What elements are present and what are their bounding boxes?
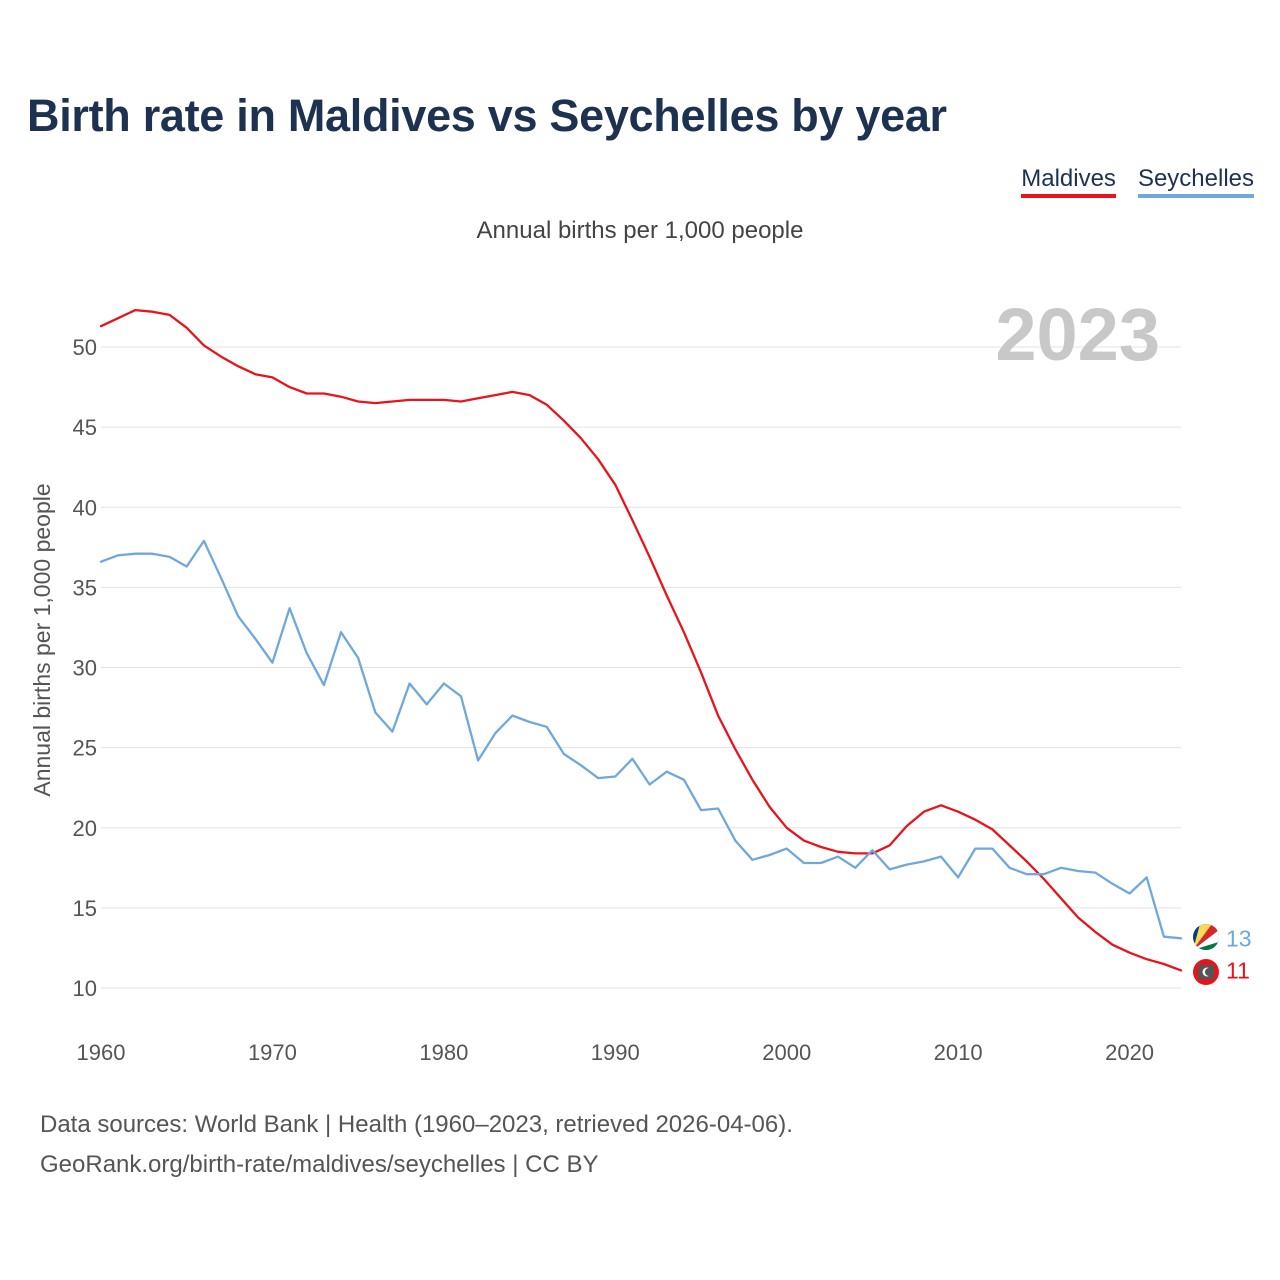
y-tick-label-40: 40 <box>73 495 97 520</box>
y-tick-label-50: 50 <box>73 335 97 360</box>
y-tick-label-15: 15 <box>73 896 97 921</box>
end-label-seychelles: 13 <box>1226 925 1252 951</box>
x-tick-label-2000: 2000 <box>762 1040 811 1065</box>
legend-item-seychelles[interactable]: Seychelles <box>1137 165 1254 198</box>
flag-seychelles-icon <box>1193 924 1219 950</box>
x-tick-label-2020: 2020 <box>1105 1040 1154 1065</box>
footer: Data sources: World Bank | Health (1960–… <box>40 1105 793 1185</box>
flag-maldives-icon <box>1193 959 1219 985</box>
x-tick-label-1990: 1990 <box>591 1040 640 1065</box>
x-tick-label-2010: 2010 <box>934 1040 983 1065</box>
legend: Maldives Seychelles <box>1021 165 1254 198</box>
series-line-seychelles <box>99 539 1183 940</box>
legend-item-maldives[interactable]: Maldives <box>1021 165 1116 198</box>
year-watermark: 2023 <box>995 293 1160 376</box>
y-tick-label-35: 35 <box>73 575 97 600</box>
source-url: GeoRank.org/birth-rate/maldives/seychell… <box>40 1151 599 1178</box>
y-tick-label-25: 25 <box>73 736 97 761</box>
y-axis-label: Annual births per 1,000 people <box>29 483 55 796</box>
y-tick-label-10: 10 <box>73 976 97 1001</box>
end-label-maldives: 11 <box>1226 957 1250 983</box>
y-tick-label-30: 30 <box>73 656 97 681</box>
chart-title: Birth rate in Maldives vs Seychelles by … <box>27 90 947 141</box>
y-tick-label-45: 45 <box>73 415 97 440</box>
x-tick-label-1980: 1980 <box>419 1040 468 1065</box>
x-tick-label-1970: 1970 <box>248 1040 297 1065</box>
x-tick-label-1960: 1960 <box>77 1040 126 1065</box>
chart-subtitle: Annual births per 1,000 people <box>476 217 804 244</box>
y-tick-label-20: 20 <box>73 816 97 841</box>
series-line-maldives <box>99 308 1183 972</box>
data-source-note: Data sources: World Bank | Health (1960–… <box>40 1111 793 1138</box>
